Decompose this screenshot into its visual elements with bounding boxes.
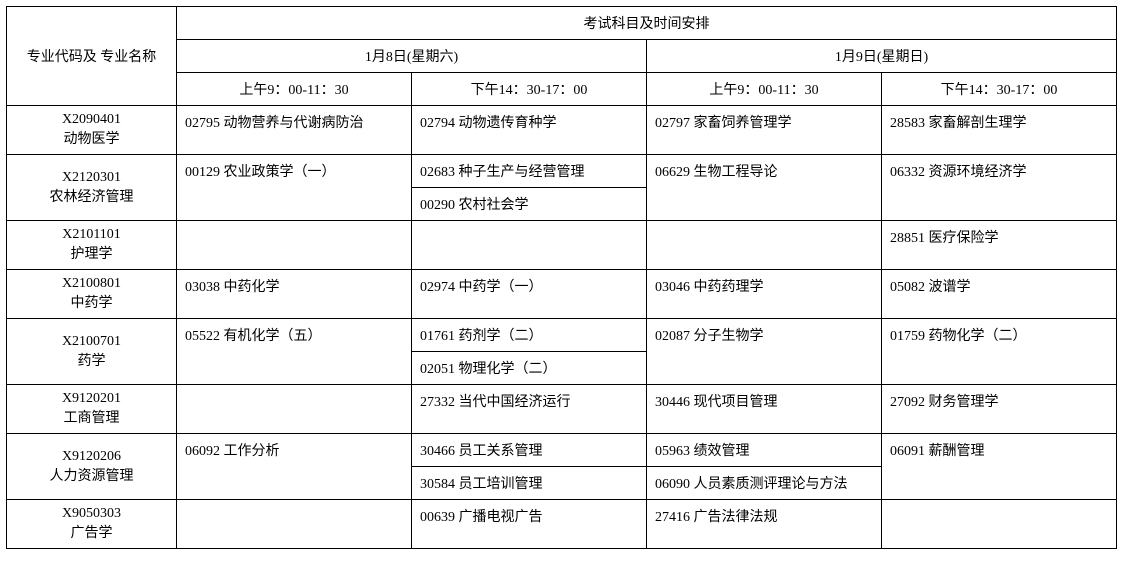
table-row: X9050303广告学 00639 广播电视广告27416 广告法律法规: [7, 500, 1117, 549]
course-cell: 06629 生物工程导论: [647, 155, 882, 221]
table-row: X2100801中药学03038 中药化学02974 中药学（一）03046 中…: [7, 270, 1117, 319]
course-cell: 02794 动物遗传育种学: [412, 106, 647, 155]
header-day1: 1月8日(星期六): [177, 40, 647, 73]
table-row: X2100701药学05522 有机化学（五）01761 药剂学（二）02087…: [7, 319, 1117, 352]
course-cell: 00129 农业政策学（一）: [177, 155, 412, 221]
course-cell: 06091 薪酬管理: [882, 434, 1117, 500]
course-cell: 30584 员工培训管理: [412, 467, 647, 500]
course-cell: 03046 中药药理学: [647, 270, 882, 319]
table-row: X2120301农林经济管理00129 农业政策学（一）02683 种子生产与经…: [7, 155, 1117, 188]
course-cell: 02795 动物营养与代谢病防治: [177, 106, 412, 155]
course-cell: 27092 财务管理学: [882, 385, 1117, 434]
course-cell: 27416 广告法律法规: [647, 500, 882, 549]
table-row: X9120206人力资源管理06092 工作分析30466 员工关系管理0596…: [7, 434, 1117, 467]
course-cell: 05963 绩效管理: [647, 434, 882, 467]
course-cell: 02974 中药学（一）: [412, 270, 647, 319]
course-cell: 28583 家畜解剖生理学: [882, 106, 1117, 155]
table-row: X2090401动物医学02795 动物营养与代谢病防治02794 动物遗传育种…: [7, 106, 1117, 155]
course-cell: [177, 221, 412, 270]
major-cell: X2100701药学: [7, 319, 177, 385]
course-cell: 02051 物理化学（二）: [412, 352, 647, 385]
course-cell: 02797 家畜饲养管理学: [647, 106, 882, 155]
course-cell: [412, 221, 647, 270]
course-cell: 05082 波谱学: [882, 270, 1117, 319]
major-cell: X2120301农林经济管理: [7, 155, 177, 221]
header-slot4: 下午14：30-17：00: [882, 73, 1117, 106]
course-cell: 06092 工作分析: [177, 434, 412, 500]
course-cell: 01761 药剂学（二）: [412, 319, 647, 352]
major-cell: X9050303广告学: [7, 500, 177, 549]
header-slot2: 下午14：30-17：00: [412, 73, 647, 106]
course-cell: [882, 500, 1117, 549]
course-cell: 00639 广播电视广告: [412, 500, 647, 549]
course-cell: 01759 药物化学（二）: [882, 319, 1117, 385]
course-cell: 03038 中药化学: [177, 270, 412, 319]
header-major: 专业代码及 专业名称: [7, 7, 177, 106]
table-header: 专业代码及 专业名称 考试科目及时间安排 1月8日(星期六) 1月9日(星期日)…: [7, 7, 1117, 106]
course-cell: 05522 有机化学（五）: [177, 319, 412, 385]
table-body: X2090401动物医学02795 动物营养与代谢病防治02794 动物遗传育种…: [7, 106, 1117, 549]
major-cell: X2101101护理学: [7, 221, 177, 270]
header-schedule-title: 考试科目及时间安排: [177, 7, 1117, 40]
course-cell: 28851 医疗保险学: [882, 221, 1117, 270]
major-cell: X2090401动物医学: [7, 106, 177, 155]
course-cell: 30466 员工关系管理: [412, 434, 647, 467]
major-cell: X2100801中药学: [7, 270, 177, 319]
schedule-table: 专业代码及 专业名称 考试科目及时间安排 1月8日(星期六) 1月9日(星期日)…: [6, 6, 1117, 549]
header-slot1: 上午9：00-11：30: [177, 73, 412, 106]
course-cell: [177, 385, 412, 434]
course-cell: 00290 农村社会学: [412, 188, 647, 221]
course-cell: 06332 资源环境经济学: [882, 155, 1117, 221]
course-cell: 06090 人员素质测评理论与方法: [647, 467, 882, 500]
header-slot3: 上午9：00-11：30: [647, 73, 882, 106]
table-row: X2101101护理学 28851 医疗保险学: [7, 221, 1117, 270]
course-cell: 02087 分子生物学: [647, 319, 882, 385]
course-cell: 27332 当代中国经济运行: [412, 385, 647, 434]
major-cell: X9120201工商管理: [7, 385, 177, 434]
table-row: X9120201工商管理 27332 当代中国经济运行30446 现代项目管理27…: [7, 385, 1117, 434]
course-cell: [177, 500, 412, 549]
major-cell: X9120206人力资源管理: [7, 434, 177, 500]
course-cell: [647, 221, 882, 270]
course-cell: 02683 种子生产与经营管理: [412, 155, 647, 188]
header-day2: 1月9日(星期日): [647, 40, 1117, 73]
course-cell: 30446 现代项目管理: [647, 385, 882, 434]
